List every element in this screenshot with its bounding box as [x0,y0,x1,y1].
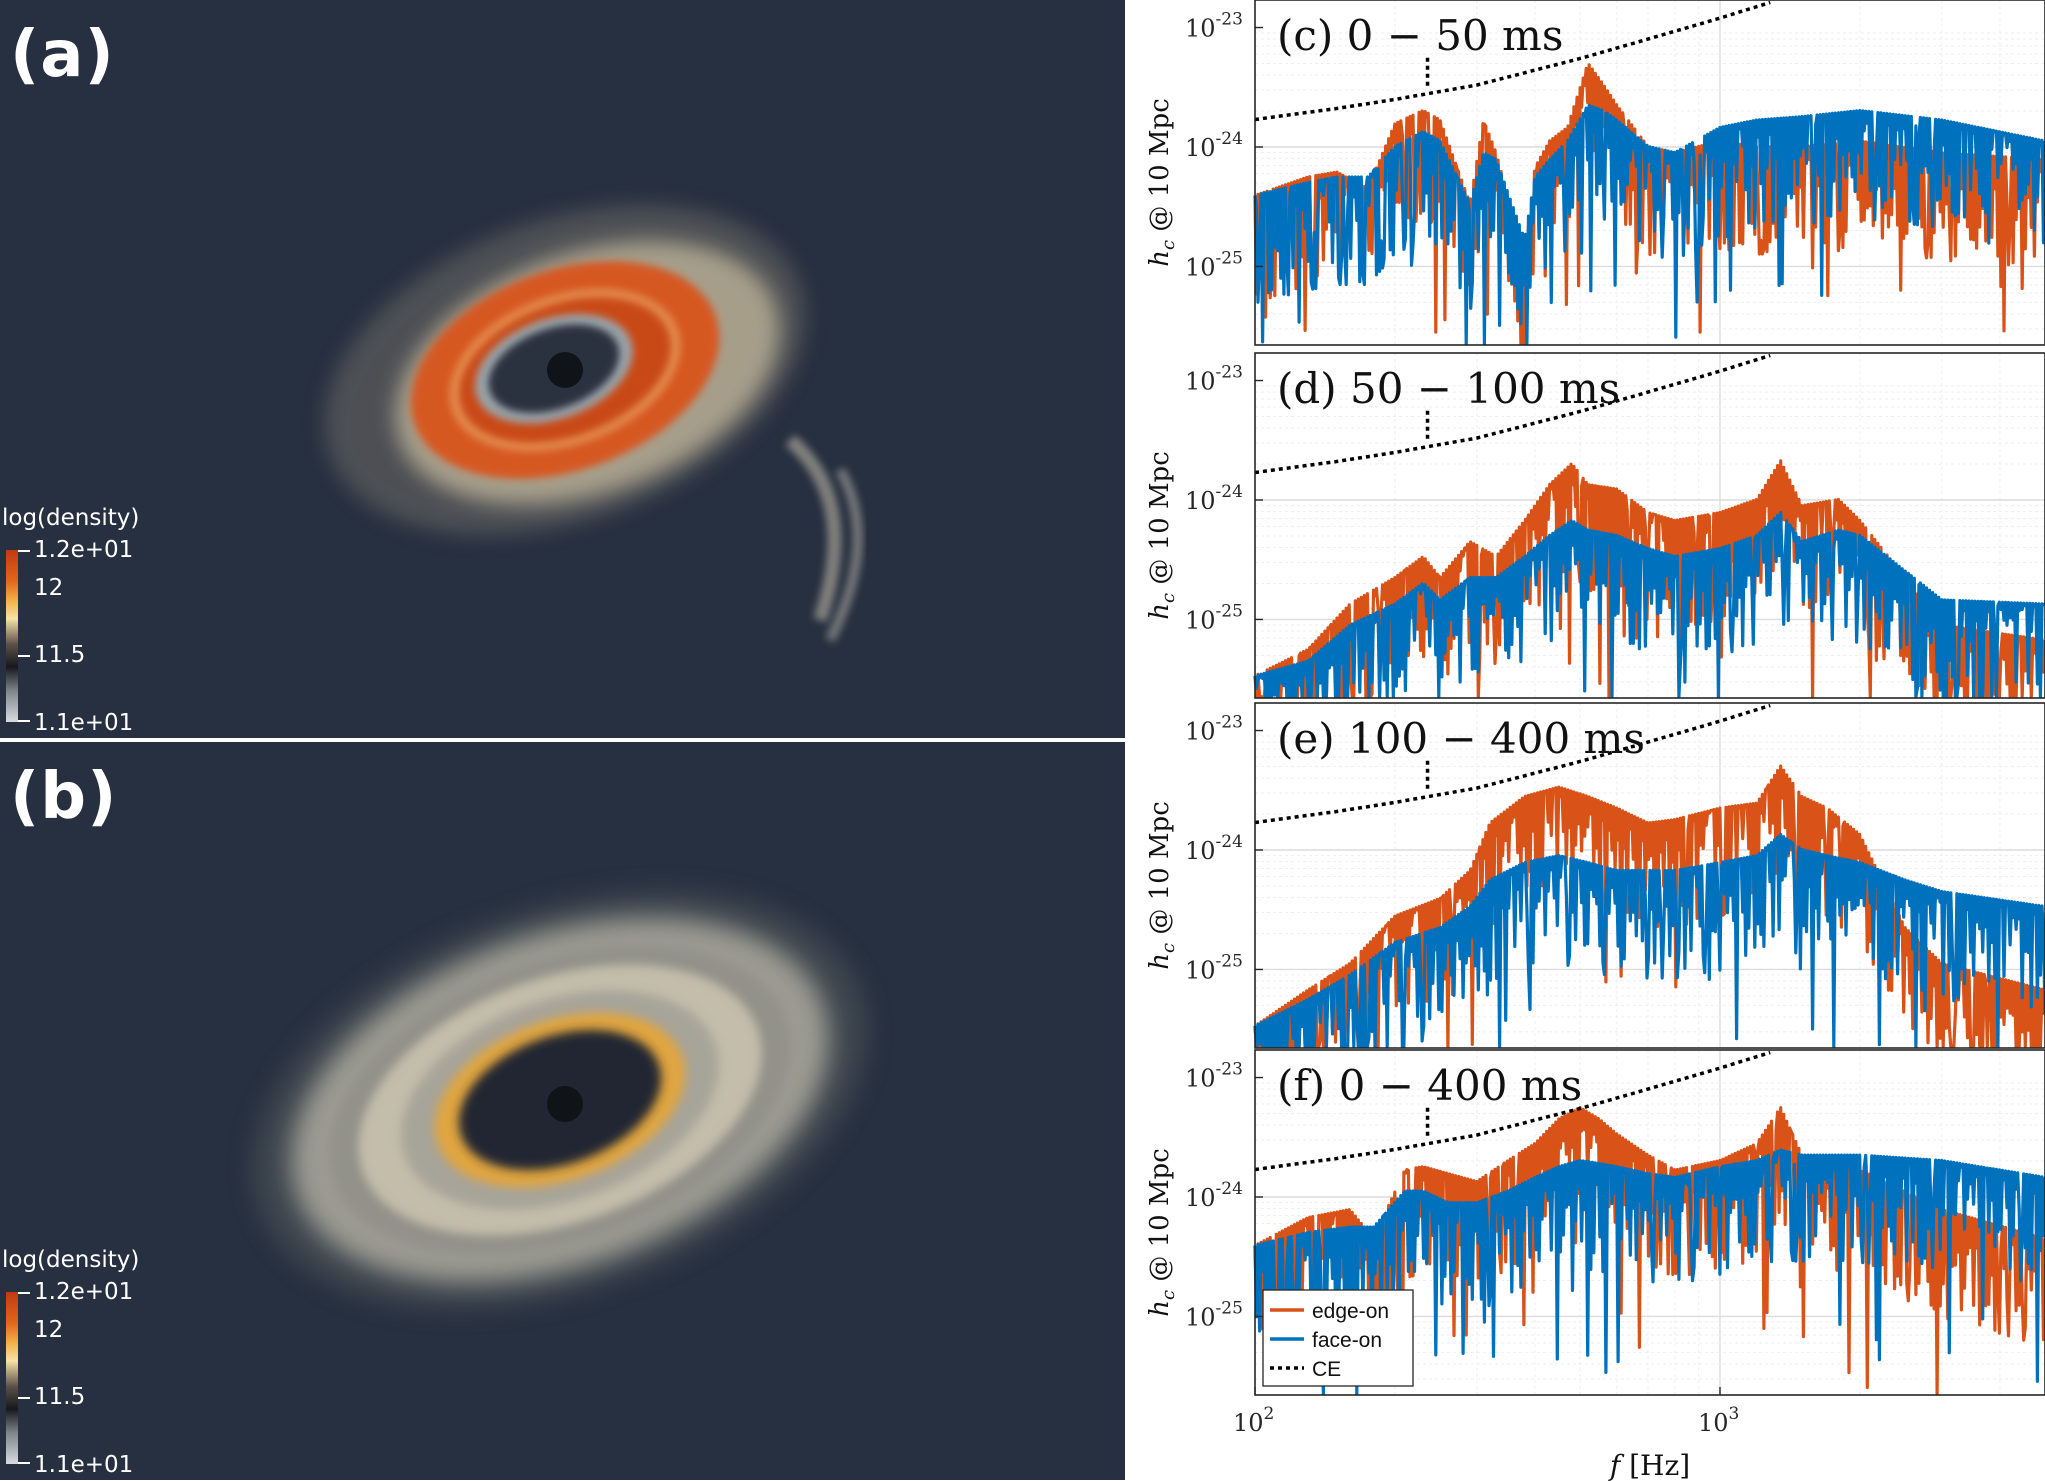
y-tick-label: 10-25 [1185,248,1243,281]
face-on-series-line [1253,832,2045,1049]
colorbar-tick [18,1462,30,1464]
x-tick-label: 103 [1698,1404,1739,1437]
y-axis-label: hc @ 10 Mpc [1145,1148,1179,1317]
y-axis-label: hc @ 10 Mpc [1145,451,1179,620]
legend-label: edge-on [1312,1300,1389,1323]
colorbar-tick [18,655,30,657]
x-axis-label: f [Hz] [1608,1449,1690,1481]
colorbar-tick [18,1397,30,1399]
face-on-series-line [1253,510,2045,699]
y-tick-label: 10-24 [1185,832,1243,865]
panel-title: (e) 100 − 400 ms [1277,714,1645,763]
legend-box [1262,1289,1414,1387]
colorbar-label: 1.2e+01 [34,537,134,563]
legend-label: CE [1312,1358,1341,1381]
plot-frame [1254,1049,2045,1396]
sim-image-b [0,742,1125,1480]
colorbar-tick [18,720,30,722]
colorbar-title-b: log(density) [2,1247,140,1273]
panel-title: (d) 50 − 100 ms [1277,364,1620,413]
panel-title: (c) 0 − 50 ms [1277,11,1563,60]
y-tick-label: 10-25 [1185,601,1243,634]
y-tick-label: 10-24 [1185,129,1243,162]
colorbar-label: 11.5 [34,642,86,668]
y-tick-label: 10-24 [1185,482,1243,515]
y-tick-label: 10-23 [1185,363,1243,396]
legend-label: face-on [1312,1329,1382,1352]
sim-panel-a: (a) log(density) 1.2e+01 12 11.5 1.1e+01 [0,0,1125,738]
y-tick-label: 10-24 [1185,1179,1243,1212]
face-on-series-line [1253,1148,2045,1396]
plot-frame [1254,0,2045,346]
sim-panel-b: (b) log(density) 1.2e+01 12 11.5 1.1e+01 [0,742,1125,1480]
y-tick-label: 10-23 [1185,713,1243,746]
y-axis-label: hc @ 10 Mpc [1145,98,1179,267]
y-tick-label: 10-23 [1185,1060,1243,1093]
colorbar-tick [18,550,30,552]
panel-letter-a: (a) [10,18,115,92]
colorbar-b [6,1292,18,1464]
colorbar-label: 12 [34,1317,64,1343]
edge-on-series-line [1253,764,2045,1049]
y-tick-label: 10-25 [1185,951,1243,984]
y-axis-label: hc @ 10 Mpc [1145,801,1179,970]
face-on-series-line [1253,103,2045,346]
colorbar-label: 12 [34,575,64,601]
colorbar-title-a: log(density) [2,505,140,531]
panel-letter-b: (b) [10,760,118,834]
x-tick-label: 102 [1233,1404,1274,1437]
plot-frame [1254,702,2045,1049]
colorbar-label: 1.1e+01 [34,710,134,736]
panel-title: (f) 0 − 400 ms [1277,1061,1582,1110]
colorbar-label: 11.5 [34,1384,86,1410]
sim-image-a [0,0,1125,738]
colorbar-tick [18,1292,30,1294]
plot-frame [1254,352,2045,699]
y-tick-label: 10-23 [1185,10,1243,43]
colorbar-label: 1.1e+01 [34,1452,134,1478]
colorbar-label: 1.2e+01 [34,1279,134,1305]
y-tick-label: 10-25 [1185,1298,1243,1331]
colorbar-a [6,550,18,722]
